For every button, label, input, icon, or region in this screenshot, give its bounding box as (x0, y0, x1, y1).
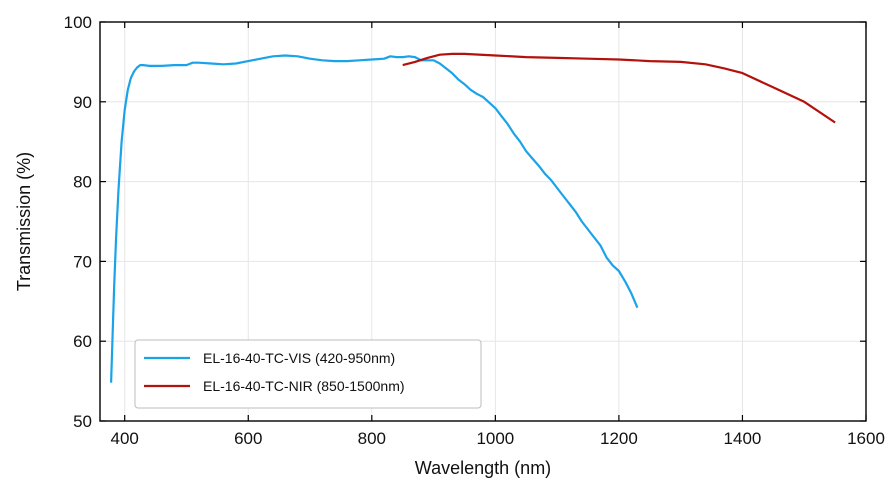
y-tick-label: 50 (73, 412, 92, 431)
x-tick-label: 1400 (724, 429, 762, 448)
y-tick-label: 100 (64, 13, 92, 32)
x-tick-label: 1600 (847, 429, 885, 448)
legend: EL-16-40-TC-VIS (420-950nm) EL-16-40-TC-… (134, 339, 482, 409)
y-tick-label: 70 (73, 252, 92, 271)
x-tick-label: 1200 (600, 429, 638, 448)
legend-label-nir: EL-16-40-TC-NIR (850-1500nm) (203, 378, 405, 394)
y-tick-label: 60 (73, 332, 92, 351)
series-lines (110, 52, 836, 383)
legend-box (134, 339, 482, 409)
y-tick-label: 80 (73, 173, 92, 192)
x-tick-label: 400 (111, 429, 139, 448)
x-axis-title: Wavelength (nm) (415, 458, 551, 478)
series-line-0 (110, 54, 639, 383)
x-tick-label: 600 (234, 429, 262, 448)
series-line-1 (402, 52, 836, 124)
x-tick-label: 800 (358, 429, 386, 448)
legend-label-vis: EL-16-40-TC-VIS (420-950nm) (203, 350, 395, 366)
y-axis-title: Transmission (%) (14, 152, 34, 291)
y-tick-label: 90 (73, 93, 92, 112)
axis-ticks: 400 600 800 1000 1200 1400 1600 50 60 70 80 90 100 (64, 13, 885, 448)
x-tick-label: 1000 (476, 429, 514, 448)
plot-frame (99, 21, 867, 422)
